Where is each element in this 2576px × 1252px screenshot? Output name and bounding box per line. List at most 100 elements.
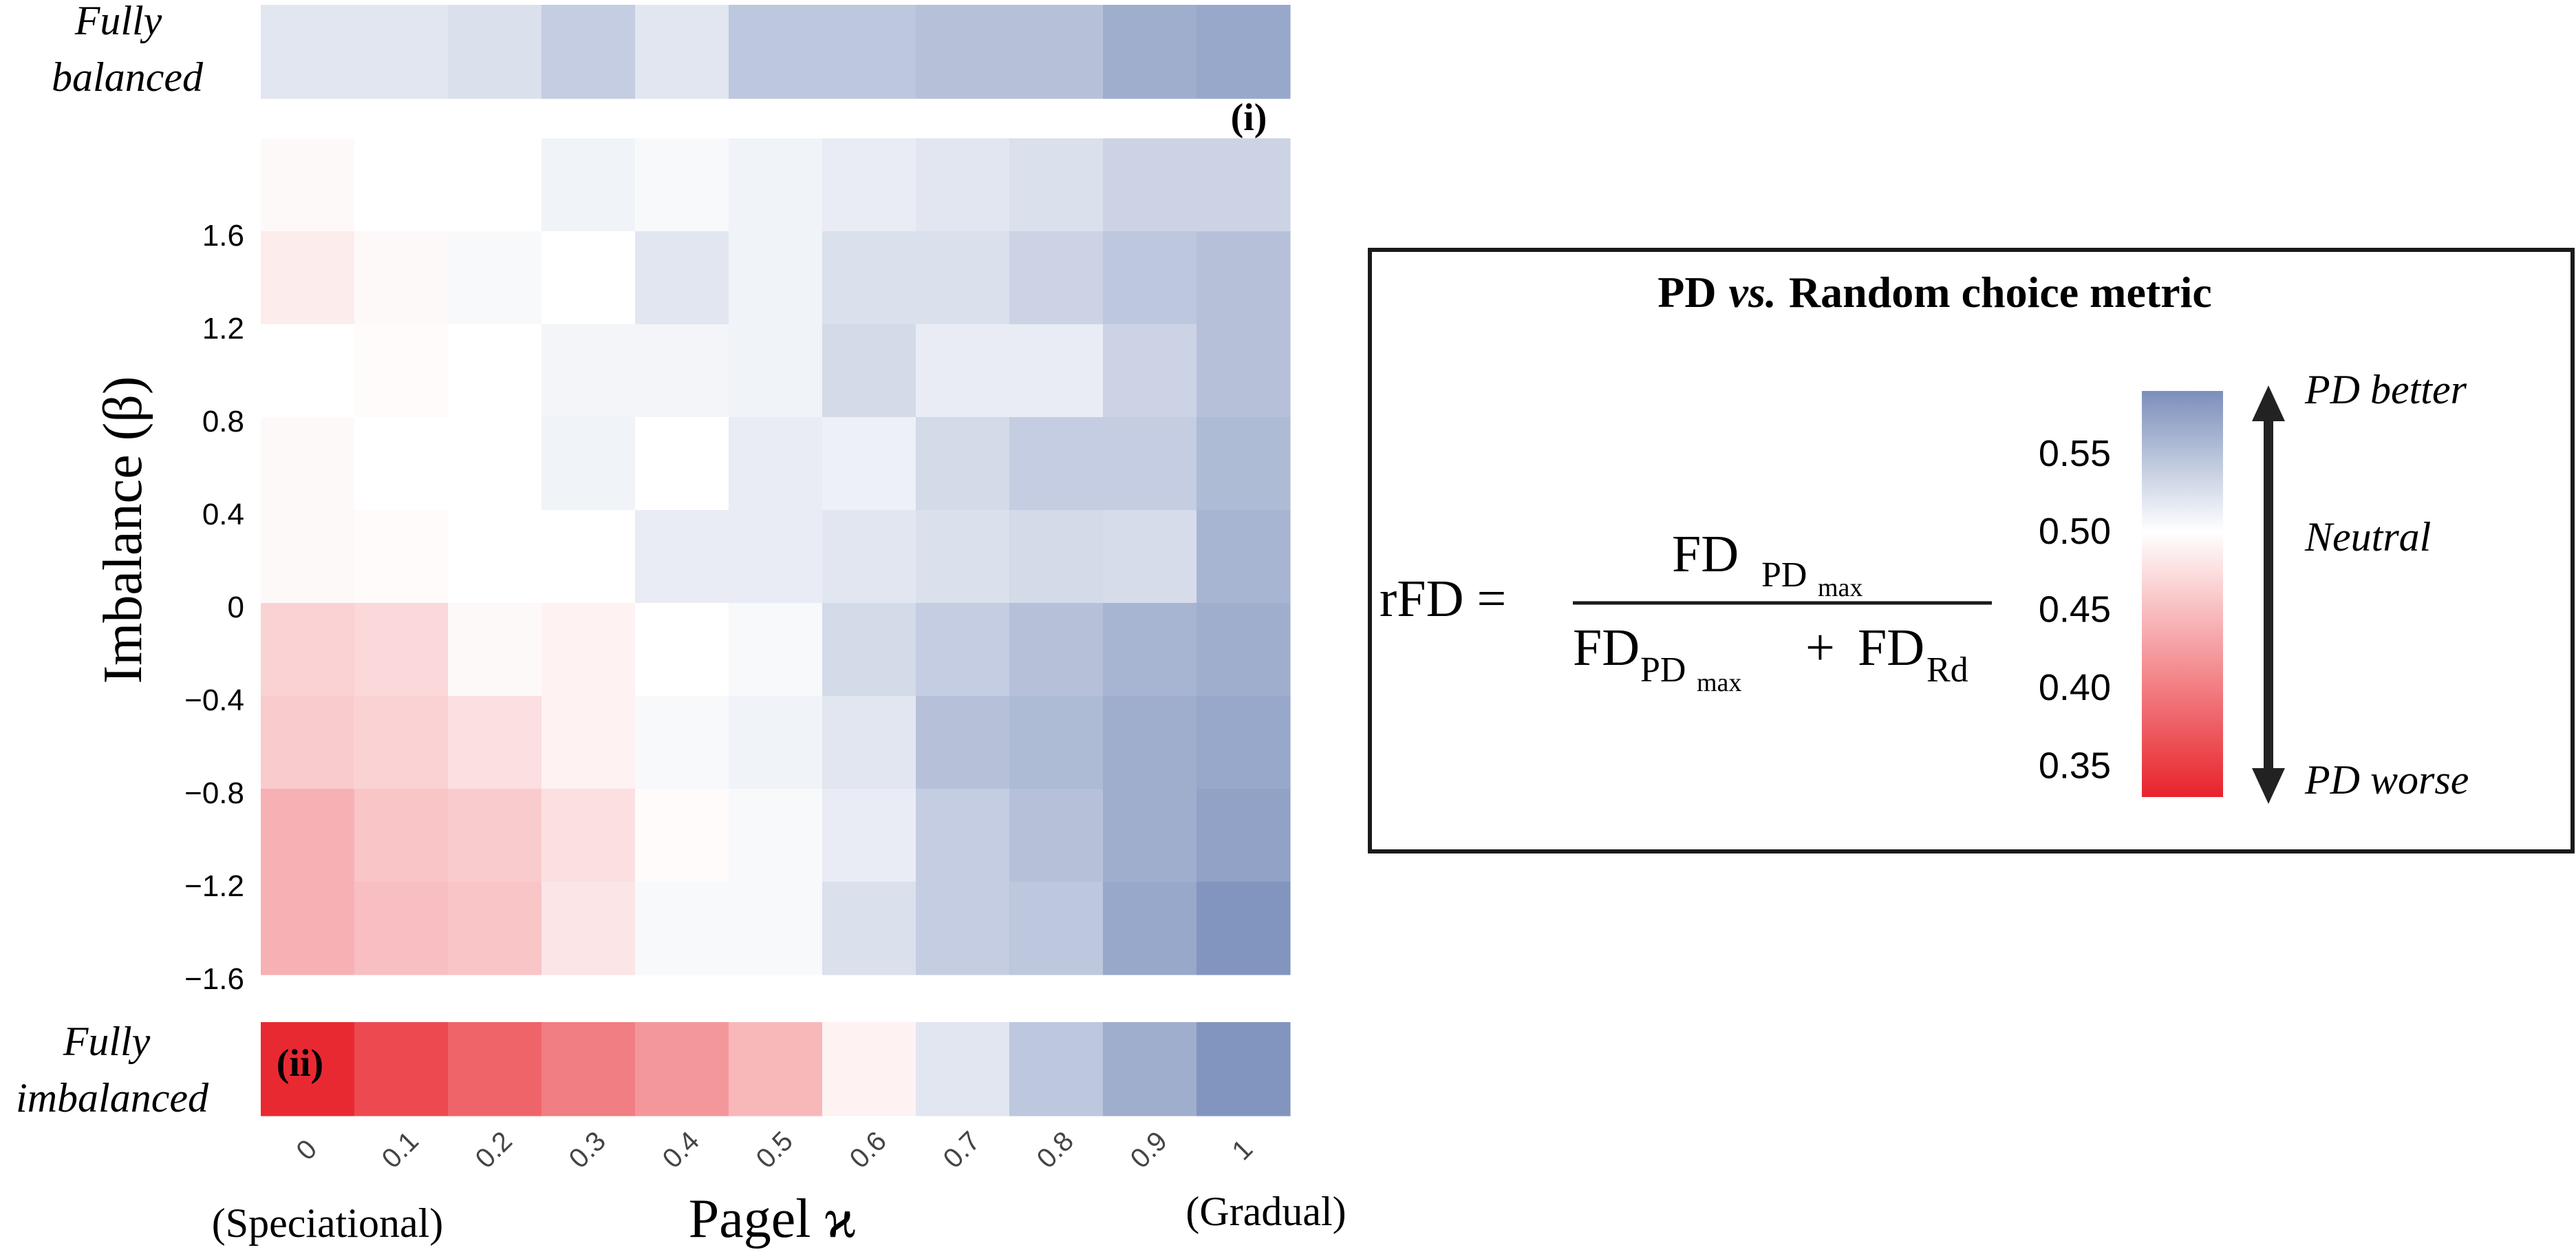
heatmap-cell [822, 696, 916, 789]
x-tick-label: 0.7 [938, 1126, 986, 1174]
top-strip-label-line1: Fully [74, 0, 162, 43]
y-axis-label: Imbalance (β) [93, 376, 153, 683]
heatmap-cell [916, 882, 1010, 975]
y-tick-label: 1.6 [202, 219, 244, 253]
heatmap-cell [916, 696, 1010, 789]
top-strip-cell [448, 5, 542, 99]
x-axis-note-gradual: (Gradual) [1185, 1189, 1346, 1234]
heatmap [261, 138, 1291, 975]
heatmap-cell [822, 324, 916, 418]
heatmap-cell [448, 324, 542, 418]
x-axis-label: Pagel ϰ [689, 1189, 856, 1249]
formula-lhs: rFD = [1380, 570, 1506, 628]
heatmap-cell [916, 231, 1010, 325]
arrow-head-down [2252, 768, 2285, 804]
bottom-strip-cell [541, 1022, 636, 1116]
bottom-strip-cell [1196, 1022, 1291, 1116]
heatmap-cell [635, 324, 729, 418]
heatmap-cell [1196, 789, 1291, 882]
bottom-strip-cell [1009, 1022, 1104, 1116]
heatmap-cell [448, 603, 542, 697]
heatmap-cell [1009, 510, 1104, 604]
formula-numerator-fd: FD [1672, 525, 1739, 583]
heatmap-cell [822, 231, 916, 325]
heatmap-cell [822, 789, 916, 882]
heatmap-cell [1196, 231, 1291, 325]
heatmap-cell [1196, 138, 1291, 232]
heatmap-cell [354, 324, 449, 418]
heatmap-cell [261, 696, 355, 789]
y-tick-label: 0.4 [202, 498, 244, 531]
heatmap-cell [729, 603, 823, 697]
x-tick-label: 0.2 [470, 1126, 518, 1174]
formula-numerator-max: max [1818, 573, 1863, 602]
heatmap-cell [1009, 882, 1104, 975]
heatmap-cell [354, 789, 449, 882]
x-axis-note-speciational: (Speciational) [212, 1200, 444, 1246]
heatmap-cell [729, 696, 823, 789]
heatmap-cell [541, 789, 636, 882]
x-tick-label: 0.1 [376, 1126, 425, 1174]
heatmap-cell [635, 510, 729, 604]
y-tick-label: 0 [228, 591, 244, 624]
top-strip-cell [541, 5, 636, 99]
heatmap-cell [541, 417, 636, 511]
heatmap-cell [261, 417, 355, 511]
arrow-label-better: PD better [2304, 367, 2467, 412]
top-strip-cell [1196, 5, 1291, 99]
heatmap-cell [916, 603, 1010, 697]
heatmap-cell [1103, 603, 1197, 697]
heatmap-cell [541, 603, 636, 697]
x-tick-label: 0.3 [564, 1126, 612, 1174]
top-strip-cell [822, 5, 916, 99]
heatmap-cell [729, 789, 823, 882]
heatmap-cell [822, 138, 916, 232]
legend-box: PD vs. Random choice metric rFD = FD PD ma… [1368, 248, 2575, 853]
colorbar-tick-label: 0.40 [2039, 667, 2111, 708]
heatmap-cell [1103, 231, 1197, 325]
bottom-strip-cell [354, 1022, 449, 1116]
heatmap-cell [635, 882, 729, 975]
heatmap-cell [1196, 882, 1291, 975]
bottom-strip-cell [1103, 1022, 1197, 1116]
top-strip-cell [635, 5, 729, 99]
heatmap-cell [1009, 603, 1104, 697]
heatmap-cell [1103, 696, 1197, 789]
bottom-strip-cell [729, 1022, 823, 1116]
rfd-formula: rFD = FD PD max FD PD max + FD Rd [1380, 525, 1992, 697]
heatmap-cell [354, 696, 449, 789]
top-strip-cell [729, 5, 823, 99]
heatmap-cell [635, 417, 729, 511]
heatmap-cell [448, 789, 542, 882]
heatmap-cell [729, 138, 823, 232]
bottom-strip-label-line1: Fully [63, 1019, 151, 1064]
panel-label-i: (i) [1231, 96, 1267, 139]
heatmap-cell [541, 231, 636, 325]
heatmap-cell [354, 138, 449, 232]
x-tick-label: 0.6 [844, 1126, 892, 1174]
heatmap-cell [1103, 324, 1197, 418]
bottom-strip-cell [822, 1022, 916, 1116]
heatmap-cell [261, 324, 355, 418]
colorbar-tick-label: 0.50 [2039, 511, 2111, 552]
formula-denominator-plus: + [1805, 619, 1835, 677]
y-axis-ticks: 1.6 1.2 0.8 0.4 0 −0.4 −0.8 −1.2 −1.6 [184, 219, 244, 996]
heatmap-cell [1009, 231, 1104, 325]
legend-title-part1: PD [1657, 268, 1716, 317]
y-tick-label: −1.6 [184, 962, 244, 996]
heatmap-cell [1009, 324, 1104, 418]
heatmap-cell [729, 510, 823, 604]
heatmap-cell [354, 510, 449, 604]
x-tick-label: 0.5 [751, 1126, 799, 1174]
y-tick-label: 0.8 [202, 405, 244, 438]
heatmap-cell [635, 231, 729, 325]
heatmap-cell [261, 603, 355, 697]
heatmap-cell [541, 696, 636, 789]
bottom-strip-cell [261, 1022, 355, 1116]
heatmap-cell [448, 417, 542, 511]
heatmap-cell [1009, 138, 1104, 232]
heatmap-cell [261, 138, 355, 232]
x-tick-label: 0.8 [1031, 1126, 1080, 1174]
heatmap-cell [1196, 603, 1291, 697]
formula-denominator-rd: Rd [1926, 650, 1968, 690]
